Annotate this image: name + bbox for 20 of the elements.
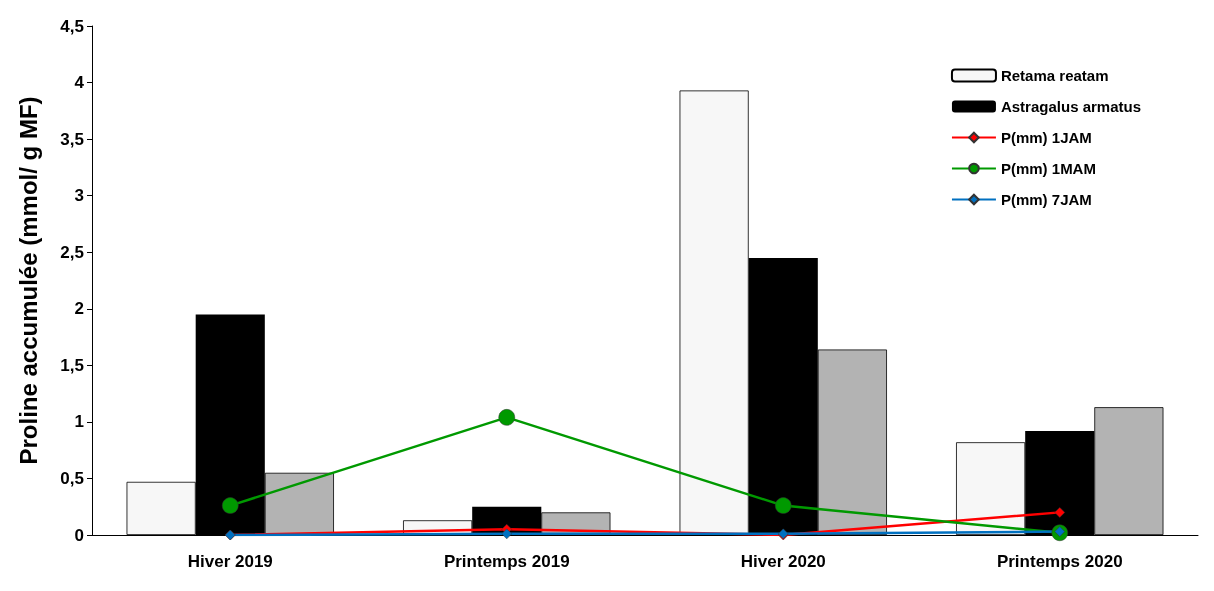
y-axis-title: Proline accumulée (mmol/ g MF) <box>14 96 42 465</box>
y-tick-label: 4 <box>74 73 85 93</box>
legend-label: Retama reatam <box>1000 67 1109 84</box>
y-tick-label: 4,5 <box>60 16 84 36</box>
y-tick-label: 3 <box>74 186 84 206</box>
x-tick-label: Printemps 2020 <box>996 552 1123 571</box>
y-tick-label: 2 <box>74 299 84 319</box>
y-tick-label: 1,5 <box>60 355 84 375</box>
legend-label: P(mm) 7JAM <box>1000 191 1092 208</box>
y-tick-label: 0 <box>74 525 84 545</box>
y-tick-label: 2,5 <box>60 242 84 262</box>
legend-label: P(mm) 1JAM <box>1000 129 1092 146</box>
x-tick-label: Hiver 2019 <box>187 552 273 571</box>
x-tick-label: Hiver 2020 <box>740 552 826 571</box>
legend-label: Astragalus armatus <box>1000 98 1142 115</box>
y-tick-label: 1 <box>74 412 84 432</box>
y-tick-label: 0,5 <box>60 468 84 488</box>
legend-label: P(mm) 1MAM <box>1000 160 1096 177</box>
y-tick-label: 3,5 <box>60 129 84 149</box>
x-tick-label: Printemps 2019 <box>443 552 570 571</box>
